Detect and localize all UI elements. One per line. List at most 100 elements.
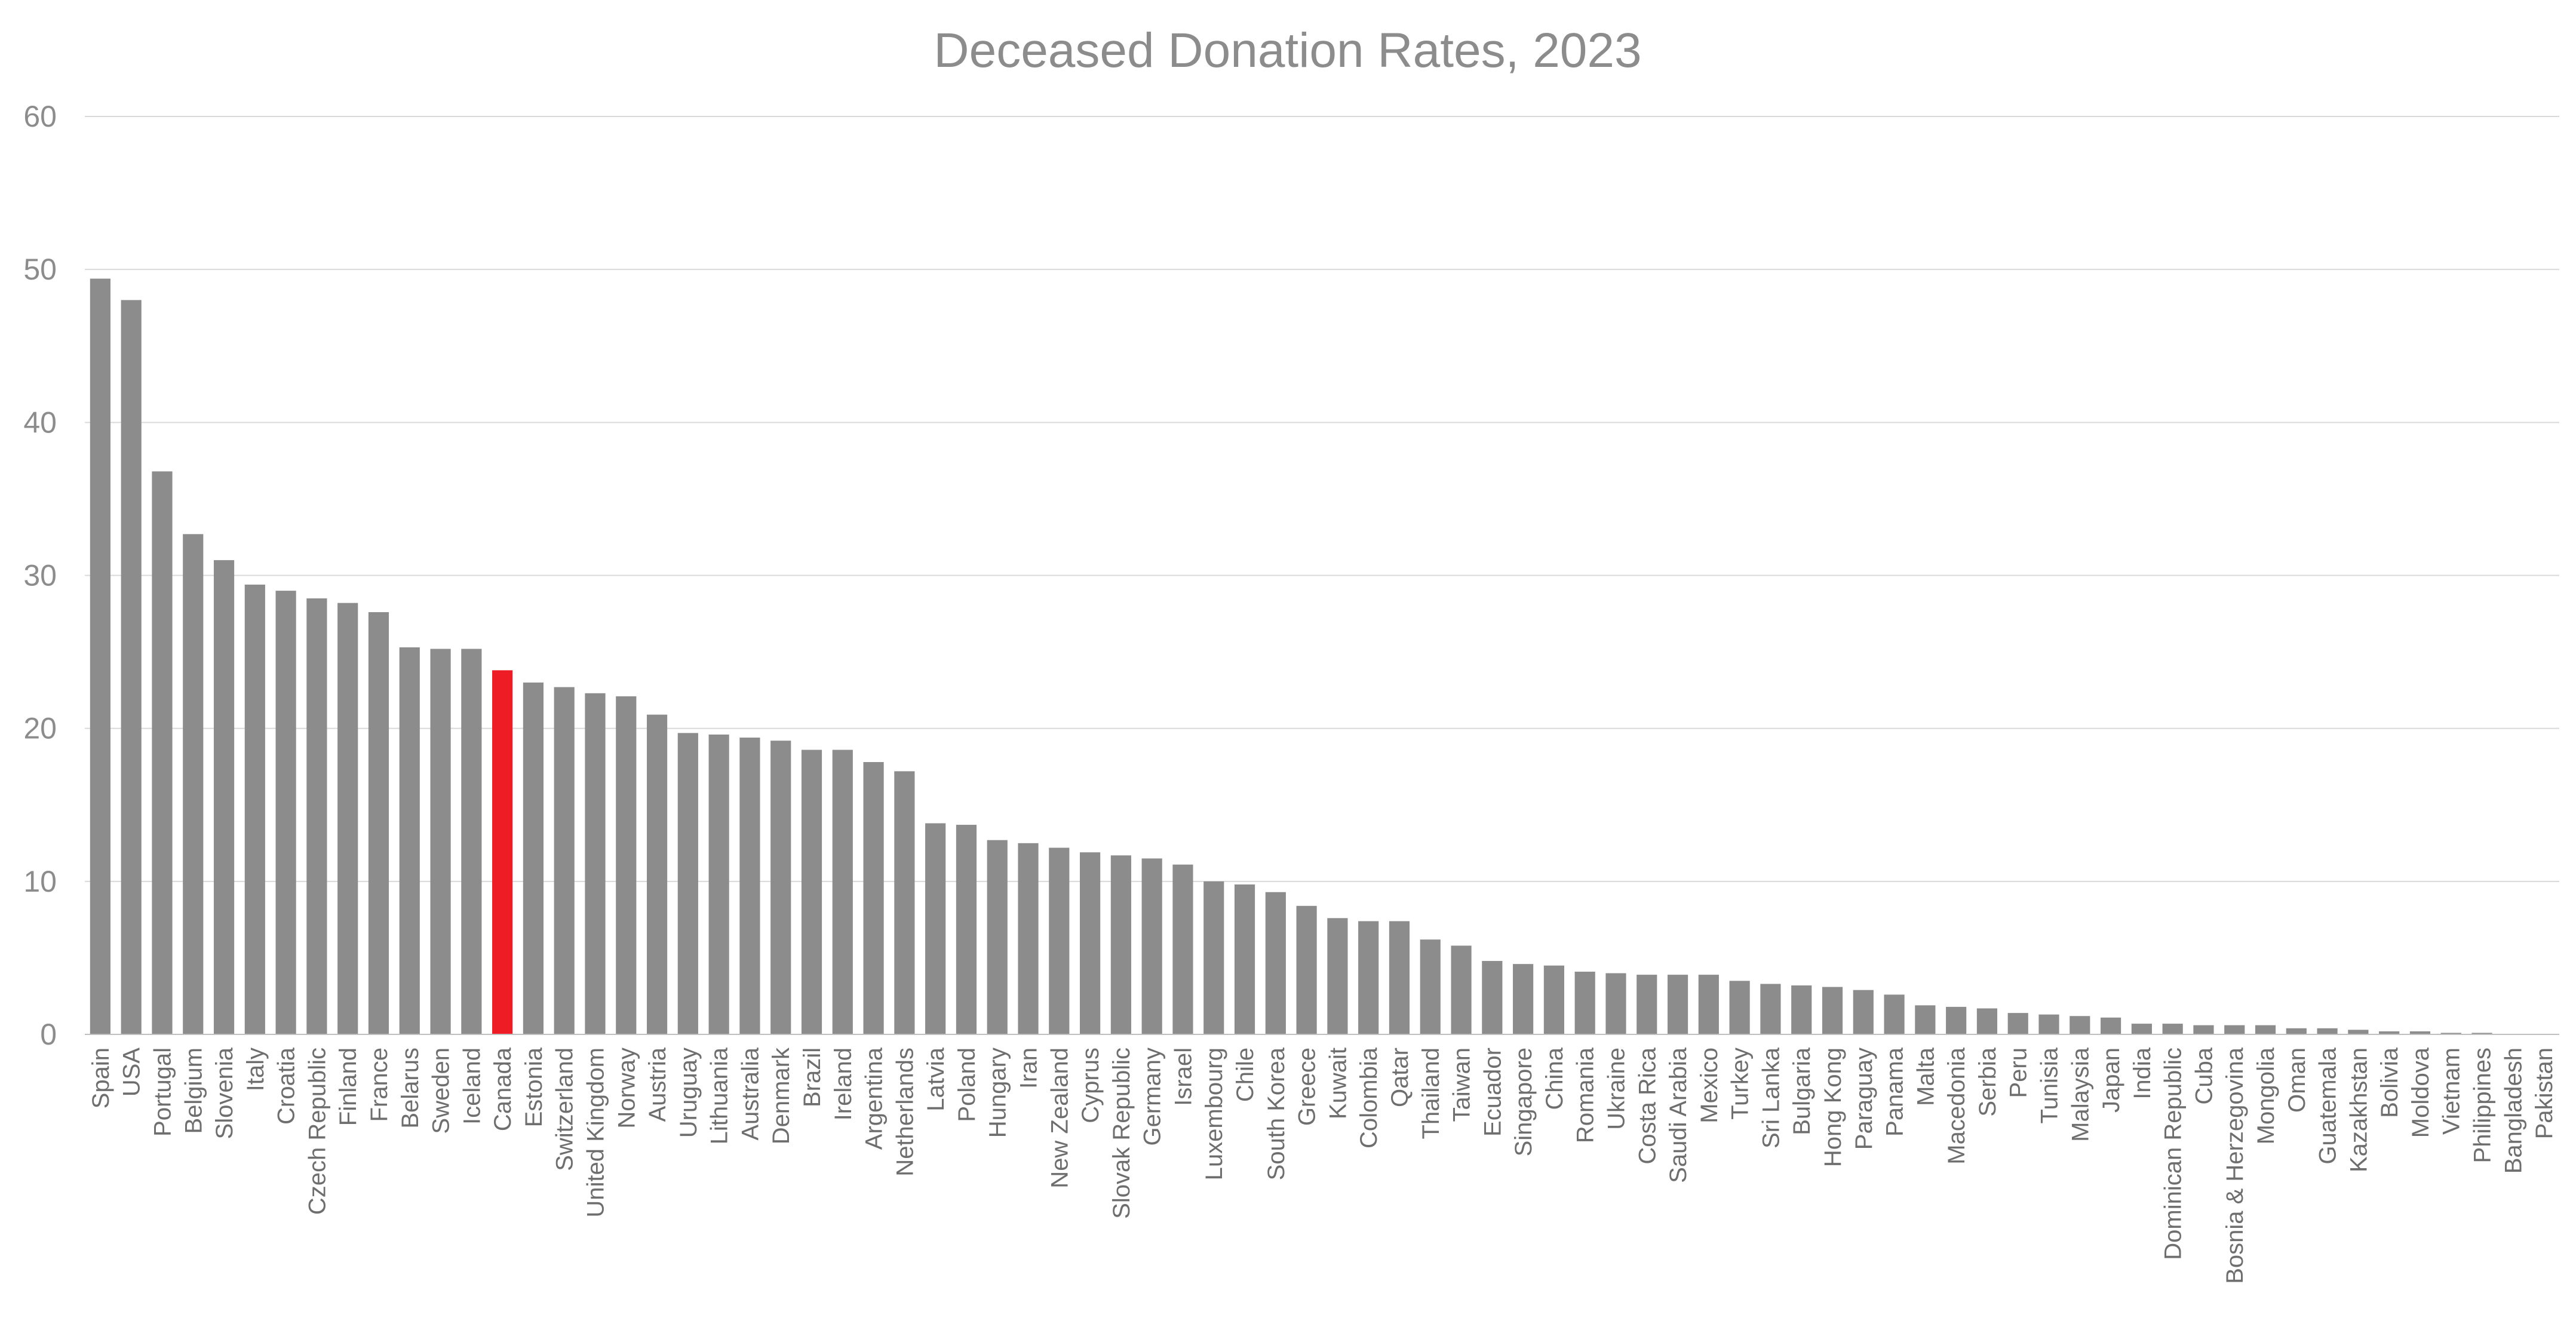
bar-vietnam: [2440, 1033, 2461, 1034]
bar-france: [368, 612, 389, 1034]
bar-peru: [2007, 1013, 2028, 1034]
bar-czech-republic: [306, 598, 327, 1034]
bar-netherlands: [894, 771, 915, 1034]
bar-greece: [1296, 905, 1317, 1034]
bar-kuwait: [1327, 918, 1348, 1034]
x-tick-label: Bolivia: [2377, 1047, 2403, 1118]
bar-argentina: [863, 762, 884, 1034]
x-tick-label: Croatia: [274, 1047, 300, 1125]
bar-israel: [1172, 864, 1193, 1034]
bar-sweden: [430, 649, 451, 1034]
bar-latvia: [925, 823, 946, 1034]
bar-thailand: [1420, 939, 1441, 1034]
bar-norway: [616, 696, 637, 1034]
x-tick-label: Slovak Republic: [1109, 1048, 1135, 1219]
bar-luxembourg: [1203, 881, 1224, 1034]
bar-usa: [121, 300, 142, 1034]
y-tick-label: 50: [23, 253, 57, 286]
x-tick-label: Canada: [490, 1047, 516, 1131]
bar-malaysia: [2070, 1016, 2090, 1034]
x-tick-label: Denmark: [768, 1047, 794, 1144]
x-tick-label: Malta: [1912, 1047, 1939, 1106]
bar-ireland: [832, 750, 853, 1034]
bar-bolivia: [2379, 1031, 2400, 1034]
bar-hungary: [987, 840, 1008, 1034]
y-tick-label: 30: [23, 559, 57, 592]
x-tick-label: Australia: [737, 1047, 763, 1140]
bar-slovak-republic: [1110, 855, 1131, 1034]
bar-malta: [1915, 1005, 1936, 1034]
bar-ukraine: [1605, 973, 1626, 1034]
bar-chile: [1234, 884, 1255, 1034]
bar-mongolia: [2255, 1025, 2276, 1034]
x-tick-label: Panama: [1882, 1047, 1908, 1137]
x-tick-label: Iceland: [459, 1048, 485, 1125]
bar-romania: [1574, 971, 1595, 1034]
bar-oman: [2286, 1028, 2307, 1034]
x-tick-label: Serbia: [1975, 1047, 2001, 1116]
x-tick-label: Macedonia: [1943, 1047, 1970, 1164]
x-tick-label: Hungary: [985, 1048, 1011, 1138]
x-tick-label: Cyprus: [1077, 1048, 1104, 1123]
bar-sri-lanka: [1760, 984, 1781, 1034]
bar-croatia: [275, 591, 296, 1034]
bars: [90, 278, 2492, 1035]
x-tick-label: Latvia: [923, 1047, 949, 1111]
bar-austria: [646, 714, 668, 1034]
x-tick-label: Uruguay: [676, 1048, 702, 1138]
x-tick-label: Dominican Republic: [2160, 1048, 2187, 1260]
x-tick-label: Colombia: [1356, 1047, 1382, 1148]
x-tick-label: Germany: [1140, 1048, 1166, 1146]
x-tick-label: Portugal: [149, 1048, 176, 1137]
x-tick-label: Romania: [1573, 1047, 1599, 1143]
bar-uruguay: [677, 733, 698, 1034]
bar-colombia: [1358, 921, 1379, 1034]
x-tick-label: Vietnam: [2439, 1048, 2465, 1135]
x-tick-label: Turkey: [1727, 1048, 1754, 1120]
x-tick-label: Iran: [1016, 1048, 1042, 1089]
gridlines: [85, 116, 2559, 882]
bar-switzerland: [554, 687, 575, 1034]
bar-germany: [1141, 858, 1162, 1034]
x-tick-label: Singapore: [1510, 1048, 1537, 1156]
x-tick-label: Lithuania: [707, 1047, 733, 1144]
x-tick-label: Italy: [242, 1048, 269, 1091]
x-tick-label: Guatemala: [2315, 1047, 2341, 1164]
bar-finland: [337, 603, 358, 1034]
x-tick-label: India: [2129, 1047, 2156, 1099]
x-tick-label: United Kingdom: [582, 1048, 609, 1218]
x-tick-label: France: [366, 1048, 392, 1122]
x-tick-label: Netherlands: [892, 1048, 918, 1177]
x-tick-label: Belarus: [397, 1048, 423, 1129]
bar-united-kingdom: [585, 693, 606, 1034]
bar-hong-kong: [1822, 987, 1843, 1034]
x-tick-label: Austria: [644, 1047, 671, 1122]
x-tick-label: Hong Kong: [1820, 1048, 1846, 1167]
bar-poland: [956, 825, 977, 1034]
bar-singapore: [1513, 964, 1534, 1034]
x-tick-label: Mongolia: [2253, 1047, 2279, 1144]
bar-canada: [492, 670, 513, 1034]
bar-denmark: [770, 741, 791, 1034]
bar-bulgaria: [1791, 985, 1812, 1034]
x-tick-label: Chile: [1232, 1048, 1258, 1102]
bar-slovenia: [213, 560, 235, 1034]
bar-india: [2131, 1024, 2152, 1034]
x-tick-label: Brazil: [799, 1048, 825, 1107]
x-tick-label: Moldova: [2408, 1047, 2434, 1138]
x-tick-label: Bulgaria: [1789, 1047, 1815, 1135]
bar-dominican-republic: [2162, 1024, 2183, 1034]
bar-costa-rica: [1637, 975, 1657, 1034]
x-tick-label: Slovenia: [211, 1047, 238, 1139]
x-tick-label: USA: [119, 1048, 145, 1097]
x-tick-label: Estonia: [521, 1047, 547, 1127]
bar-macedonia: [1946, 1006, 1967, 1034]
x-tick-label: Qatar: [1387, 1048, 1413, 1107]
y-tick-label: 60: [23, 100, 57, 133]
x-tick-label: Luxembourg: [1201, 1048, 1227, 1180]
bar-philippines: [2471, 1033, 2492, 1034]
y-tick-label: 40: [23, 406, 57, 439]
x-tick-label: Philippines: [2470, 1048, 2496, 1163]
x-tick-label: Ecuador: [1479, 1048, 1506, 1137]
